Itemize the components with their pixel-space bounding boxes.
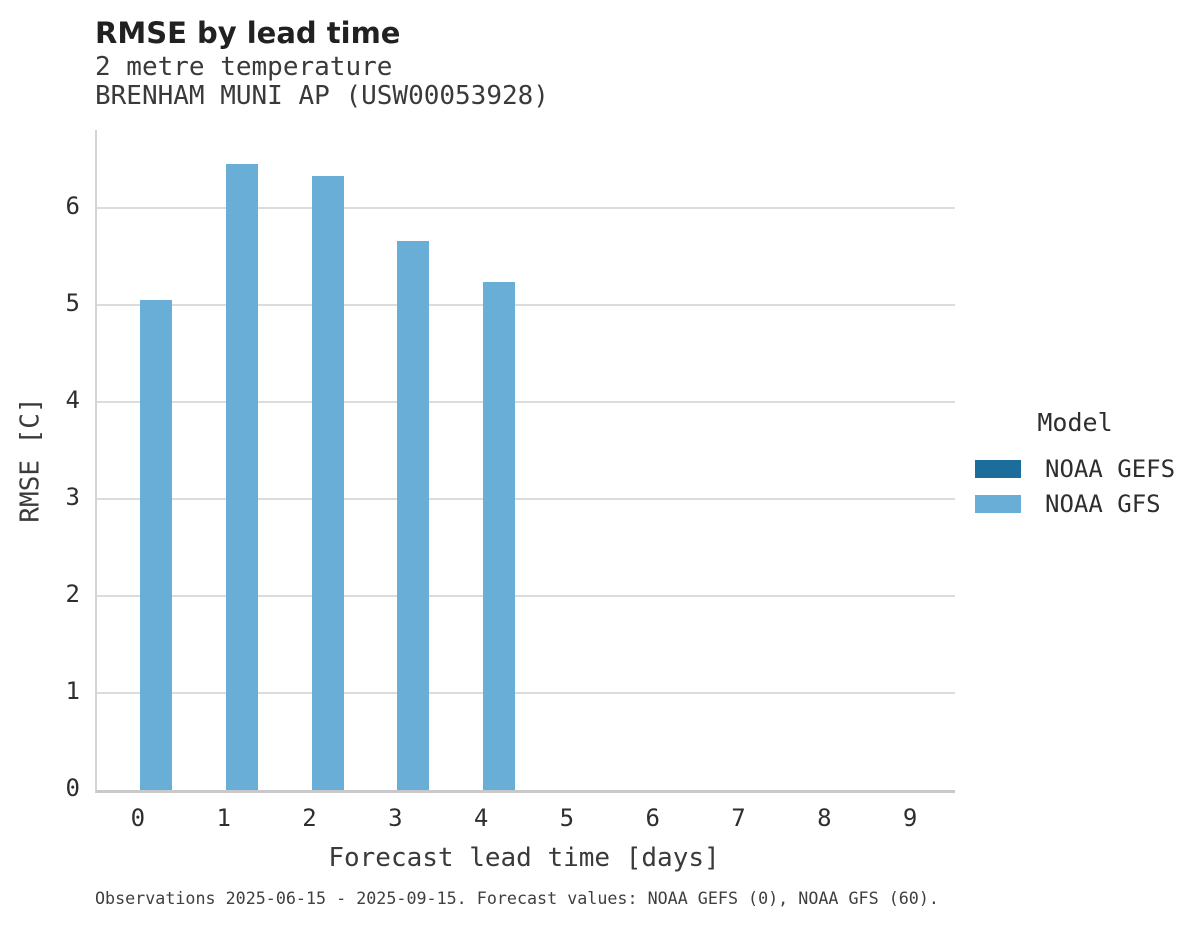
plot-area [95, 130, 955, 793]
x-tick-2: 2 [302, 804, 317, 832]
y-tick-1: 1 [65, 676, 80, 705]
gridline-y3 [97, 497, 955, 500]
x-tick-5: 5 [559, 804, 575, 832]
bar-noaa-gfs-lead-4 [483, 282, 516, 790]
bar-noaa-gfs-lead-2 [311, 175, 344, 790]
caption: Observations 2025-06-15 - 2025-09-15. Fo… [95, 888, 939, 908]
bar-noaa-gfs-lead-1 [225, 163, 258, 790]
x-tick-4: 4 [473, 804, 489, 832]
x-tick-8: 8 [817, 804, 832, 832]
legend-item-noaa-gefs: NOAA GEFS [970, 451, 1180, 486]
legend-item-noaa-gfs: NOAA GFS [970, 486, 1180, 521]
legend-swatch-icon [975, 494, 1021, 513]
y-tick-4: 4 [65, 385, 80, 414]
gridline-y5 [97, 303, 955, 306]
chart-title: RMSE by lead time [95, 16, 401, 50]
x-tick-9: 9 [902, 804, 918, 832]
gridline-y4 [97, 400, 955, 403]
y-tick-2: 2 [65, 579, 80, 608]
gridline-y6 [97, 206, 955, 209]
legend-label: NOAA GFS [1045, 489, 1161, 518]
x-tick-7: 7 [731, 804, 746, 832]
legend-items: NOAA GEFS NOAA GFS [970, 451, 1180, 521]
y-tick-0: 0 [65, 774, 80, 802]
bar-noaa-gfs-lead-3 [397, 240, 430, 790]
legend: Model NOAA GEFS NOAA GFS [970, 408, 1180, 521]
y-tick-5: 5 [65, 288, 80, 317]
bar-noaa-gfs-lead-0 [139, 299, 172, 790]
x-tick-6: 6 [645, 804, 660, 832]
gridline-y2 [97, 594, 955, 597]
chart-subtitle-variable: 2 metre temperature [95, 52, 393, 82]
legend-title: Model [1037, 408, 1113, 437]
x-tick-1: 1 [216, 804, 231, 832]
x-axis-label: Forecast lead time [days] [328, 843, 720, 873]
x-tick-3: 3 [388, 804, 403, 832]
y-tick-3: 3 [65, 482, 80, 511]
chart-subtitle-station: BRENHAM MUNI AP (USW00053928) [95, 81, 549, 111]
x-tick-0: 0 [130, 804, 146, 832]
legend-label: NOAA GEFS [1045, 454, 1176, 483]
gridline-y1 [97, 691, 955, 694]
y-tick-6: 6 [65, 191, 80, 220]
legend-swatch-icon [975, 459, 1021, 478]
